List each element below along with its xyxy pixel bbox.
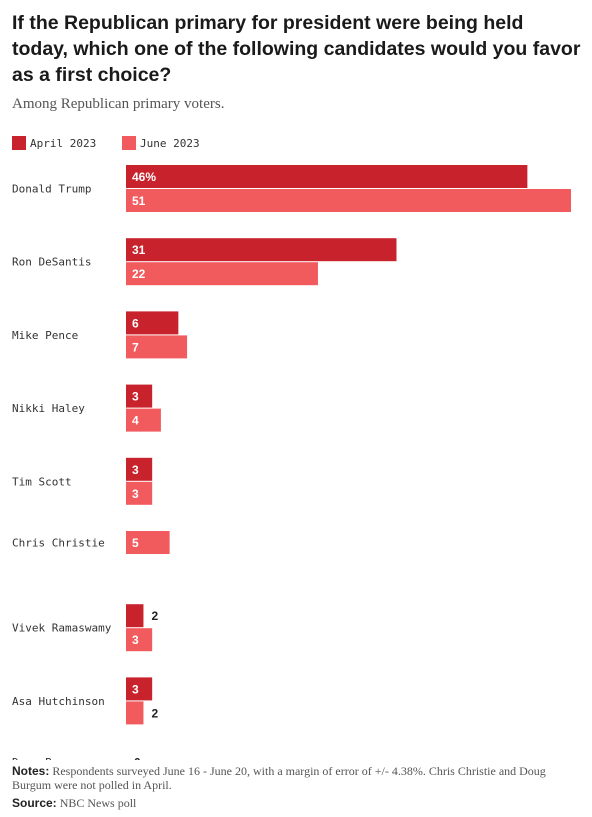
bar-asa-hutchinson-april-2023: [126, 677, 153, 701]
value-label-mike-pence-june-2023: 7: [132, 340, 139, 354]
source-label: Source:: [12, 796, 57, 810]
category-label-doug-burgum: Doug Burgum: [12, 756, 85, 760]
chart-title: If the Republican primary for president …: [12, 12, 581, 86]
bar-mike-pence-april-2023: [126, 311, 179, 335]
value-label-tim-scott-june-2023: 3: [132, 487, 139, 501]
category-label-mike-pence: Mike Pence: [12, 329, 78, 342]
value-label-nikki-haley-april-2023: 3: [132, 390, 139, 404]
value-label-vivek-ramaswamy-april-2023: 2: [151, 609, 158, 623]
legend-swatch-june: [122, 136, 136, 150]
value-label-ron-desantis-april-2023: 31: [132, 243, 146, 257]
bar-mike-pence-june-2023: [126, 335, 188, 359]
value-label-vivek-ramaswamy-june-2023: 3: [132, 633, 139, 647]
value-label-nikki-haley-june-2023: 4: [132, 414, 139, 428]
bar-nikki-haley-june-2023: [126, 408, 161, 432]
bar-donald-trump-june-2023: [126, 189, 571, 212]
legend-label-june: June 2023: [140, 136, 200, 150]
legend-item-april: April 2023: [12, 136, 96, 150]
category-label-chris-christie: Chris Christie: [12, 537, 105, 550]
bar-vivek-ramaswamy-april-2023: [126, 604, 144, 628]
category-label-vivek-ramaswamy: Vivek Ramaswamy: [12, 622, 112, 635]
value-label-donald-trump-june-2023: 51: [132, 194, 146, 208]
chart-subtitle: Among Republican primary voters.: [12, 96, 225, 112]
bar-nikki-haley-april-2023: [126, 384, 153, 408]
category-label-tim-scott: Tim Scott: [12, 475, 72, 488]
category-label-ron-desantis: Ron DeSantis: [12, 256, 91, 269]
legend-swatch-april: [12, 136, 26, 150]
value-label-asa-hutchinson-june-2023: 2: [151, 706, 158, 720]
value-label-asa-hutchinson-april-2023: 3: [132, 682, 139, 696]
source-text: NBC News poll: [59, 796, 137, 810]
chart-notes: Notes: Respondents surveyed June 16 - Ju…: [12, 764, 582, 792]
value-label-donald-trump-april-2023: 46%: [132, 170, 156, 184]
legend-label-april: April 2023: [30, 136, 97, 150]
notes-label: Notes:: [12, 764, 50, 778]
bar-ron-desantis-june-2023: [126, 262, 318, 286]
bar-tim-scott-april-2023: [126, 457, 153, 481]
value-label-tim-scott-april-2023: 3: [132, 463, 139, 477]
legend-item-june: June 2023: [122, 136, 200, 150]
bar-ron-desantis-april-2023: [126, 238, 397, 262]
notes-text: Respondents surveyed June 16 - June 20, …: [12, 764, 546, 792]
bar-vivek-ramaswamy-june-2023: [126, 628, 153, 652]
value-label-mike-pence-april-2023: 6: [132, 316, 139, 330]
value-label-chris-christie-june-2023: 5: [132, 536, 139, 550]
category-label-asa-hutchinson: Asa Hutchinson: [12, 695, 105, 708]
value-label-ron-desantis-june-2023: 22: [132, 267, 146, 281]
chart-source: Source: NBC News poll: [12, 796, 136, 811]
value-label-doug-burgum-june-2023: 0: [134, 756, 141, 760]
bar-asa-hutchinson-june-2023: [126, 701, 144, 725]
bar-tim-scott-june-2023: [126, 481, 153, 505]
bar-donald-trump-april-2023: [126, 165, 528, 188]
category-label-donald-trump: Donald Trump: [12, 183, 91, 196]
bar-chris-christie-june-2023: [126, 531, 170, 554]
category-label-nikki-haley: Nikki Haley: [12, 402, 85, 415]
